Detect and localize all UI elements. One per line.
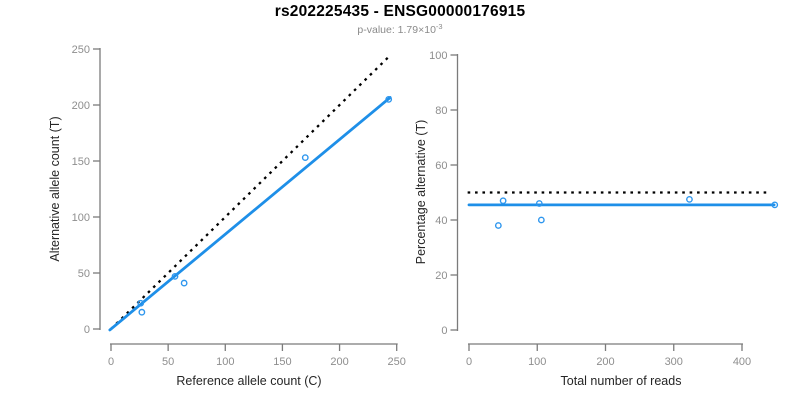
right-y-axis-label: Percentage alternative (T) — [414, 119, 428, 265]
data-point — [180, 279, 188, 287]
y-tick-label: 60 — [435, 160, 447, 172]
data-point — [494, 222, 502, 229]
identity-line — [110, 56, 390, 330]
data-point — [499, 197, 507, 205]
y-tick-label: 0 — [84, 324, 90, 336]
x-tick-label: 50 — [162, 356, 174, 368]
data-point — [137, 299, 145, 307]
y-tick-label: 100 — [72, 212, 90, 224]
y-tick-label: 0 — [441, 325, 447, 337]
y-tick-label: 80 — [435, 105, 447, 117]
data-point — [771, 201, 779, 209]
y-tick-label: 50 — [78, 268, 90, 280]
data-point — [138, 308, 146, 316]
data-point — [301, 154, 309, 162]
left-x-axis-label: Reference allele count (C) — [176, 374, 322, 388]
x-tick-label: 100 — [216, 356, 234, 368]
p-value-exponent: -3 — [435, 22, 443, 31]
data-point — [535, 200, 543, 207]
x-tick-label: 300 — [665, 356, 683, 368]
y-tick-label: 250 — [72, 44, 90, 56]
x-tick-label: 200 — [596, 356, 614, 368]
percentage-alternative-scatter-plot: 0 20 40 60 80 100 0 100 200 300 400 — [429, 50, 779, 368]
x-tick-label: 150 — [273, 356, 291, 368]
data-point — [385, 96, 393, 103]
y-tick-label: 20 — [435, 270, 447, 282]
x-tick-label: 0 — [466, 356, 472, 368]
left-y-axis-label: Alternative allele count (T) — [48, 116, 62, 262]
page-subtitle: p-value: 1.79×10-3 — [0, 22, 800, 36]
y-tick-label: 100 — [429, 50, 447, 62]
y-tick-label: 40 — [435, 215, 447, 227]
right-x-axis-label: Total number of reads — [560, 374, 682, 388]
p-value-text: p-value: 1.79×10 — [357, 24, 436, 36]
allele-count-scatter-plot: 0 50 100 150 200 250 0 50 100 150 200 250 — [72, 44, 406, 368]
y-tick-label: 150 — [72, 156, 90, 168]
y-tick-label: 200 — [72, 100, 90, 112]
x-tick-label: 0 — [108, 356, 114, 368]
data-point — [686, 195, 693, 203]
page-title: rs202225435 - ENSG00000176915 — [274, 3, 526, 20]
data-point — [171, 272, 179, 280]
x-tick-label: 250 — [388, 356, 406, 368]
data-point — [537, 216, 545, 224]
x-tick-label: 400 — [733, 356, 751, 368]
regression-line — [108, 96, 392, 332]
x-tick-label: 200 — [330, 356, 348, 368]
x-tick-label: 100 — [528, 356, 546, 368]
